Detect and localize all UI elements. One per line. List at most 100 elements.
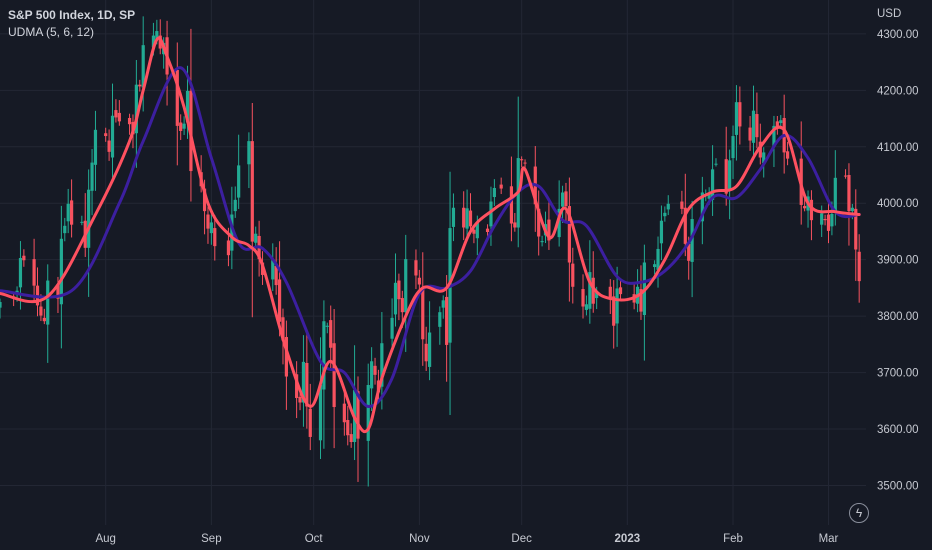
x-tick-label: Sep bbox=[201, 533, 221, 545]
candle-body bbox=[39, 306, 43, 316]
candle-body bbox=[690, 219, 694, 262]
candle-body bbox=[734, 102, 739, 135]
candle-body bbox=[748, 127, 752, 141]
candle-body bbox=[762, 152, 766, 164]
candle-body bbox=[847, 175, 851, 212]
candle-body bbox=[182, 123, 186, 129]
candle-body bbox=[305, 362, 309, 407]
candle-body bbox=[608, 286, 612, 300]
candle-body bbox=[537, 208, 541, 237]
candle-body bbox=[175, 70, 179, 126]
candle-body bbox=[758, 141, 762, 158]
currency-label: USD bbox=[877, 8, 901, 20]
candle-body bbox=[322, 321, 326, 390]
candle-body bbox=[465, 208, 469, 229]
candle-body bbox=[400, 298, 404, 313]
candle-body bbox=[66, 203, 70, 222]
candle-body bbox=[591, 277, 595, 304]
candle-body bbox=[380, 343, 384, 387]
candle-body bbox=[295, 374, 299, 398]
y-tick-label: 3900.00 bbox=[877, 255, 919, 267]
candle-body bbox=[18, 257, 23, 288]
candle-body bbox=[683, 207, 687, 244]
candle-body bbox=[779, 120, 783, 124]
candle-body bbox=[414, 260, 418, 276]
candle-body bbox=[151, 35, 156, 48]
candle-body bbox=[492, 187, 496, 198]
candle-body bbox=[830, 213, 834, 227]
candle-body bbox=[803, 206, 807, 209]
candle-body bbox=[826, 214, 831, 231]
candle-body bbox=[612, 296, 616, 326]
candle-body bbox=[427, 332, 432, 367]
y-tick-label: 3600.00 bbox=[877, 424, 919, 436]
candle-body bbox=[93, 129, 98, 165]
candle-body bbox=[513, 222, 517, 228]
candle-body bbox=[653, 264, 657, 268]
candle-body bbox=[809, 199, 814, 221]
candle-body bbox=[349, 434, 353, 443]
candle-body bbox=[247, 141, 251, 165]
candle-body bbox=[233, 199, 237, 212]
indicator-label[interactable]: UDMA (5, 6, 12) bbox=[8, 25, 95, 39]
x-tick-label: Feb bbox=[723, 533, 743, 545]
x-tick-label: Nov bbox=[409, 533, 430, 545]
symbol-title: S&P 500 Index, 1D, SP bbox=[8, 8, 136, 22]
candle-body bbox=[127, 117, 132, 125]
candle-body bbox=[639, 289, 643, 312]
candle-body bbox=[277, 279, 282, 322]
candle-body bbox=[301, 361, 306, 403]
candle-body bbox=[421, 287, 425, 340]
candle-body bbox=[731, 136, 735, 159]
lightning-icon[interactable]: ϟ bbox=[849, 503, 869, 523]
candle-body bbox=[445, 296, 449, 345]
candle-body bbox=[366, 385, 370, 441]
candle-body bbox=[707, 194, 711, 199]
candle-body bbox=[69, 200, 74, 225]
candle-body bbox=[738, 102, 742, 127]
candle-body bbox=[325, 325, 329, 327]
candle-body bbox=[46, 280, 50, 325]
lightning-glyph: ϟ bbox=[855, 506, 863, 520]
x-tick-label: 2023 bbox=[615, 533, 641, 545]
candle-body bbox=[63, 225, 67, 234]
candle-body bbox=[485, 228, 490, 233]
candle-body bbox=[390, 317, 394, 339]
candle-body bbox=[751, 110, 756, 143]
candle-body bbox=[342, 403, 346, 423]
x-tick-label: Aug bbox=[95, 533, 115, 545]
candle-body bbox=[843, 175, 848, 177]
candle-body bbox=[230, 214, 234, 251]
candle-body bbox=[700, 192, 704, 222]
candle-body bbox=[540, 241, 544, 243]
candle-body bbox=[687, 243, 691, 261]
y-tick-label: 3500.00 bbox=[877, 480, 919, 492]
candle-body bbox=[59, 238, 63, 305]
candle-body bbox=[0, 302, 2, 308]
candle-body bbox=[254, 233, 258, 243]
y-tick-label: 3800.00 bbox=[877, 311, 919, 323]
candle-body bbox=[87, 189, 91, 248]
candle-body bbox=[666, 203, 670, 210]
candle-body bbox=[588, 272, 592, 309]
candle-body bbox=[656, 248, 660, 270]
ma-line-fast bbox=[0, 36, 861, 434]
candle-body bbox=[179, 122, 183, 131]
candle-body bbox=[370, 361, 374, 389]
y-tick-label: 4200.00 bbox=[877, 85, 919, 97]
candle-body bbox=[104, 133, 108, 137]
candle-body bbox=[356, 391, 360, 439]
candle-body bbox=[785, 151, 790, 159]
candle-body bbox=[42, 317, 46, 322]
candle-body bbox=[90, 162, 94, 191]
y-tick-label: 4300.00 bbox=[877, 29, 919, 41]
candle-body bbox=[393, 282, 398, 315]
candle-body bbox=[308, 408, 312, 437]
candle-body bbox=[158, 35, 162, 49]
candle-body bbox=[206, 214, 210, 229]
candle-body bbox=[185, 90, 190, 123]
candle-body bbox=[213, 228, 217, 247]
candle-body bbox=[680, 201, 684, 209]
candle-body bbox=[318, 385, 323, 441]
